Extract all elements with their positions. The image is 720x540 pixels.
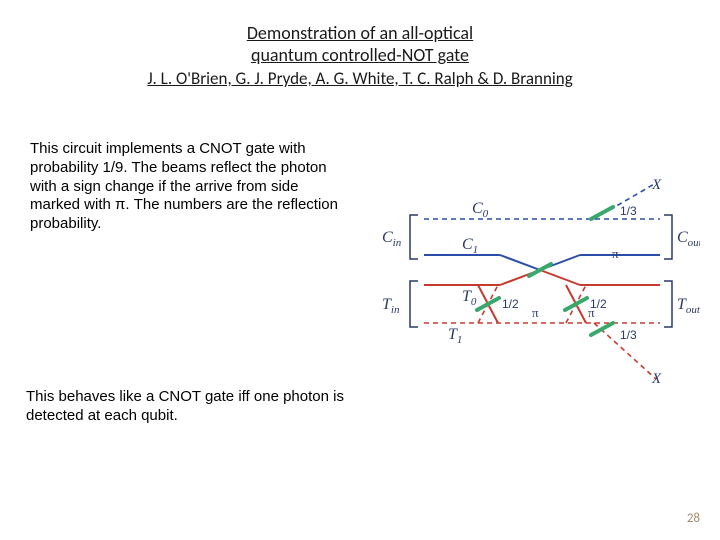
svg-text:π: π [612, 246, 619, 261]
paragraph-1: This circuit implements a CNOT gate with… [30, 140, 350, 234]
svg-text:Tout: Tout [677, 296, 700, 316]
svg-text:Tin: Tin [382, 296, 400, 316]
cnot-svg: 1/3Xπ1/21/2ππ1/3XCinTinCoutToutC0C1T0T1 [380, 175, 700, 395]
page-number: 28 [687, 511, 700, 526]
svg-text:1/2: 1/2 [502, 297, 519, 311]
svg-text:X: X [651, 371, 662, 387]
authors: J. L. O'Brien, G. J. Pryde, A. G. White,… [0, 68, 720, 89]
title-line-2: quantum controlled-NOT gate [0, 44, 720, 66]
title-line-1: Demonstration of an all-optical [0, 22, 720, 44]
svg-text:π: π [532, 305, 539, 320]
svg-text:T0: T0 [462, 288, 477, 308]
paragraph-2: This behaves like a CNOT gate iff one ph… [26, 388, 356, 426]
svg-text:C1: C1 [462, 236, 478, 256]
cnot-circuit-diagram: 1/3Xπ1/21/2ππ1/3XCinTinCoutToutC0C1T0T1 [380, 175, 700, 395]
svg-text:1/3: 1/3 [620, 328, 637, 342]
svg-text:Cin: Cin [382, 229, 402, 249]
svg-text:Cout: Cout [677, 229, 700, 249]
svg-text:1/3: 1/3 [620, 204, 637, 218]
svg-text:C0: C0 [472, 200, 489, 220]
title-block: Demonstration of an all-optical quantum … [0, 0, 720, 89]
svg-text:X: X [651, 177, 662, 193]
svg-text:T1: T1 [448, 326, 462, 346]
svg-text:π: π [588, 305, 595, 320]
